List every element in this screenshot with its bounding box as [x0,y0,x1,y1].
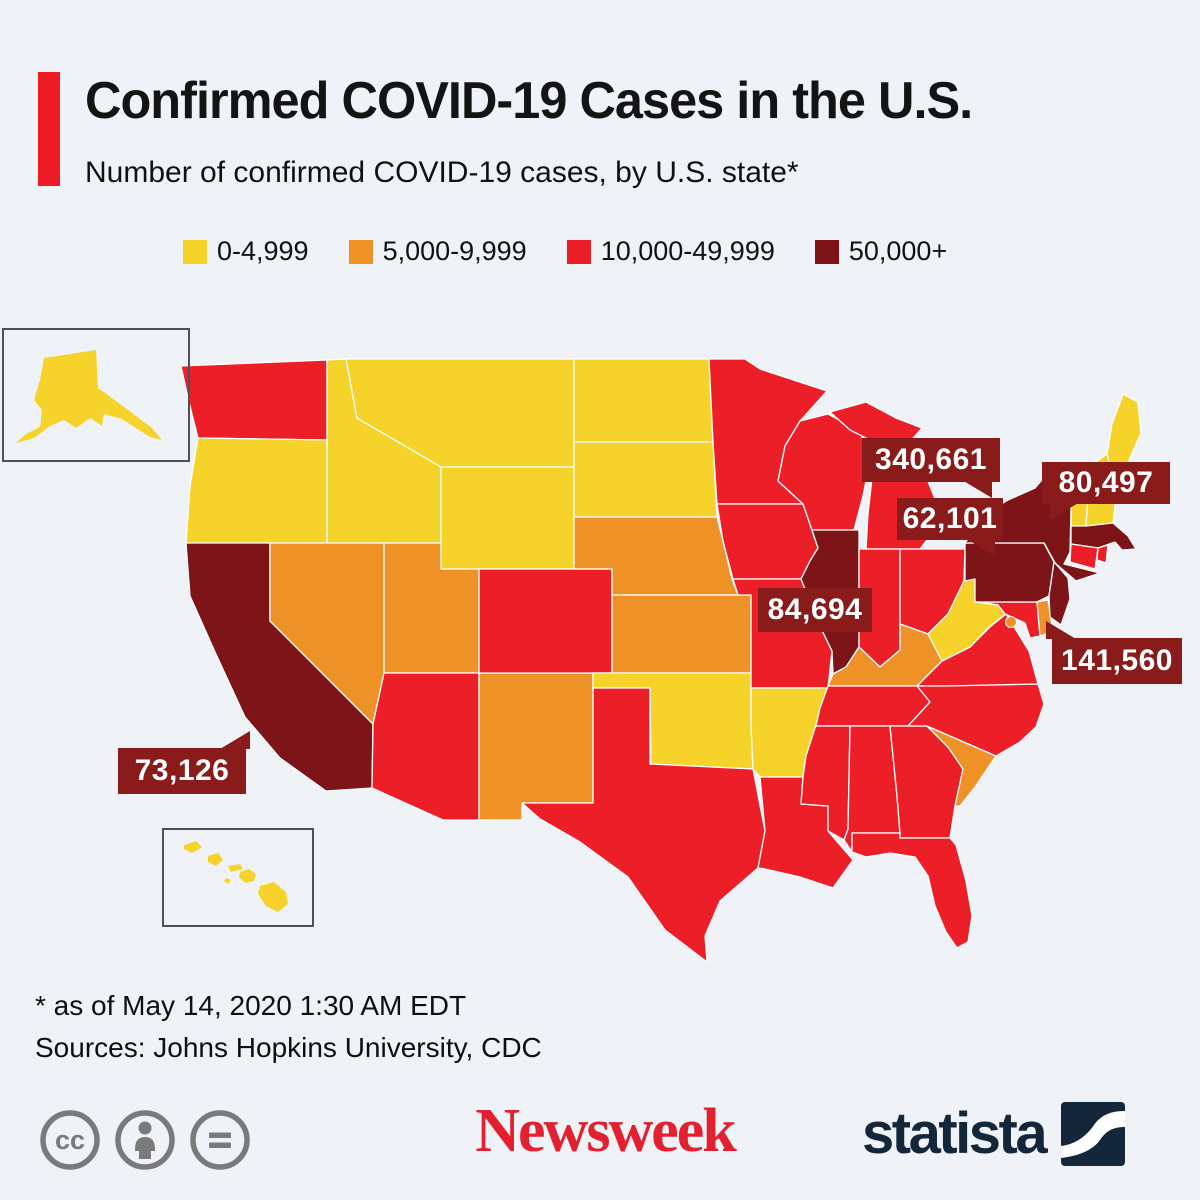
state-wyoming [440,466,575,570]
alaska-map [16,350,162,443]
state-kansas [611,594,752,674]
page-subtitle: Number of confirmed COVID-19 cases, by U… [85,156,799,189]
state-washington [180,359,328,441]
sources: Sources: Johns Hopkins University, CDC [35,1032,542,1063]
state-connecticut [1069,543,1099,570]
footnote: * as of May 14, 2020 1:30 AM EDT [35,990,467,1021]
state-south-dakota [573,441,718,518]
callout-illinois: 84,694 [758,588,872,632]
hawaii-inset [162,828,314,927]
state-alaska [16,350,162,443]
legend: 0-4,999 5,000-9,999 10,000-49,999 50,000… [183,236,947,267]
newsweek-logo: Newsweek [475,1097,737,1165]
callout-pointer [962,480,992,498]
state-new-jersey [1043,542,1071,626]
state-hawaii [184,841,288,912]
state-district-of-columbia [1005,616,1017,628]
callout-value: 62,101 [902,502,998,535]
callout-california: 73,126 [118,731,250,794]
legend-item-10000-49999: 10,000-49,999 [566,236,775,267]
callout-value: 84,694 [767,593,863,626]
state-north-carolina [907,683,1045,757]
statista-logo-mark [1061,1102,1126,1166]
callout-pointer [965,538,995,556]
callout-value: 340,661 [875,443,987,476]
statista-wordmark: statista [862,1101,1048,1166]
attribution-icon [115,1110,175,1170]
callout-pointer [220,731,250,749]
state-texas [521,687,766,963]
legend-label: 0-4,999 [217,236,309,266]
cc-icon: cc [40,1110,100,1170]
legend-item-0-4999: 0-4,999 [183,236,309,267]
cc-license-icons: cc [38,1108,252,1172]
title-accent-bar [38,72,60,186]
hawaii-map [184,841,288,912]
state-iowa [716,503,819,580]
legend-item-5000-9999: 5,000-9,999 [348,236,527,267]
state-arizona [371,672,480,821]
legend-swatch-yellow [183,239,207,264]
callout-pointer [1050,502,1080,520]
svg-text:cc: cc [55,1125,85,1155]
callout-pennsylvania: 62,101 [897,498,1003,556]
state-north-dakota [573,358,714,443]
legend-label: 50,000+ [848,236,948,266]
equals-icon [190,1110,250,1170]
state-oregon [185,437,328,544]
callout-new-jersey: 141,560 [1046,621,1182,684]
alaska-inset [2,328,190,462]
state-new-mexico [478,672,594,821]
callout-pointer [1046,621,1076,639]
state-colorado [478,568,613,674]
page-title: Confirmed COVID-19 Cases in the U.S. [85,72,973,130]
callout-value: 73,126 [134,754,230,787]
legend-item-50000plus: 50,000+ [814,236,948,267]
legend-label: 5,000-9,999 [382,236,527,266]
callout-new-york: 340,661 [862,438,1000,498]
legend-label: 10,000-49,999 [600,236,775,266]
callout-value: 141,560 [1061,644,1173,677]
legend-swatch-orange [348,239,373,264]
callout-value: 80,497 [1058,466,1154,499]
state-florida [851,832,973,949]
callout-massachusetts: 80,497 [1042,462,1170,520]
state-south-carolina [926,725,997,807]
legend-swatch-red [566,239,591,264]
legend-swatch-darkred [814,239,839,264]
state-rhode-island [1096,544,1109,564]
statista-logo: statista [862,1101,1126,1166]
